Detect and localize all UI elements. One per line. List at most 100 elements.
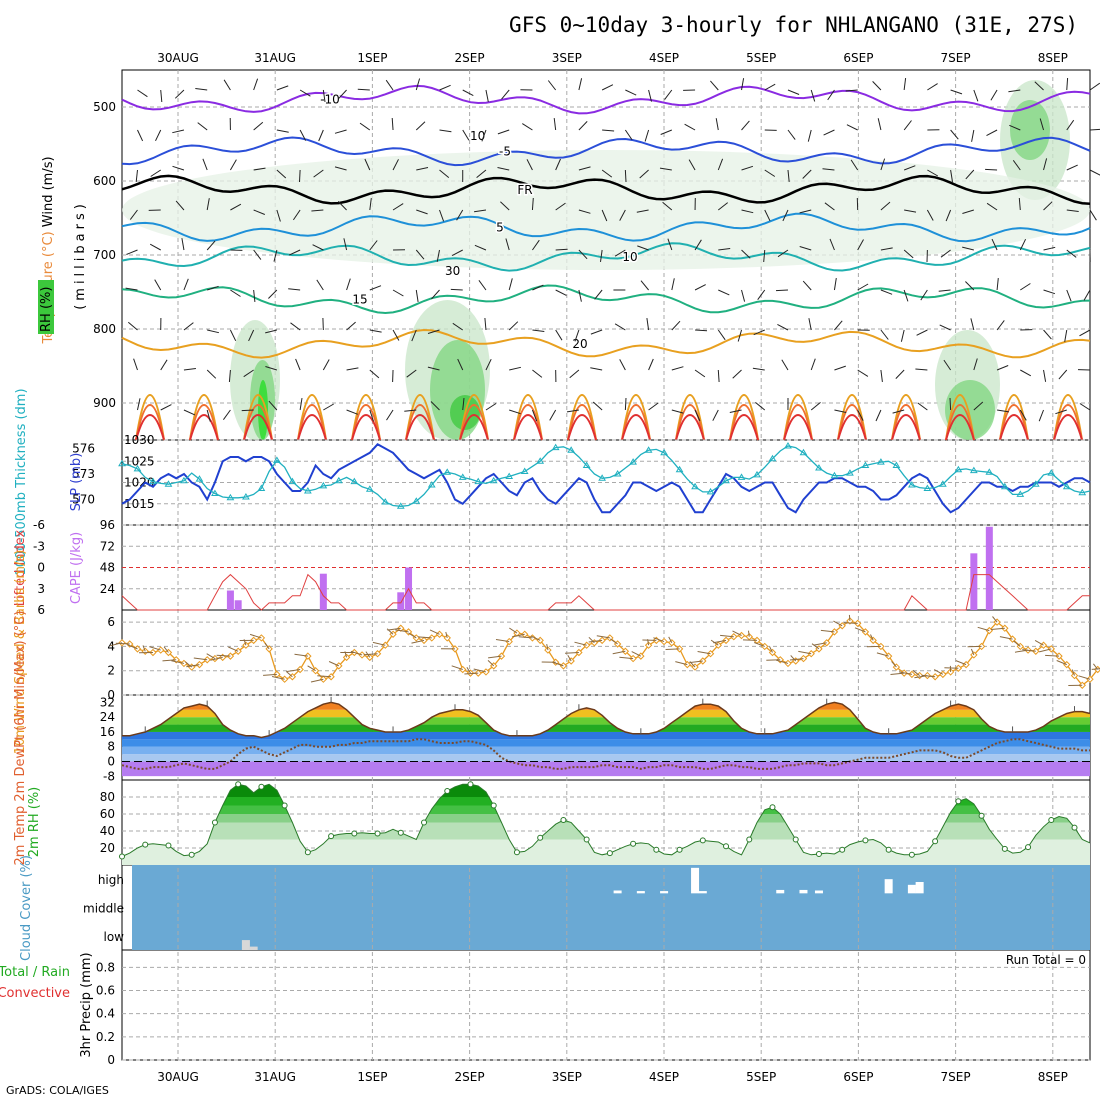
li-tick-label: -3	[33, 539, 45, 553]
warm-contour	[459, 404, 489, 441]
temperature-contour	[121, 242, 1091, 272]
wind-barb	[526, 159, 533, 171]
thickness-marker	[938, 480, 947, 487]
precip-tick-label: 0.4	[96, 1007, 115, 1021]
temp-tick-label: 32	[100, 695, 115, 709]
rh-marker	[560, 816, 567, 823]
surface-wind-barb	[372, 641, 386, 646]
wind-barb	[149, 243, 161, 251]
rh-marker	[606, 850, 613, 857]
wind-barb	[337, 201, 347, 211]
wind-barb	[777, 323, 789, 331]
wind-barb	[717, 369, 720, 383]
cape-axis-label: CAPE (J/kg)	[69, 532, 84, 604]
wind-barb	[639, 169, 649, 179]
wind-barb	[485, 403, 497, 411]
warm-contour	[513, 414, 543, 441]
wind-barb	[1043, 369, 1047, 382]
thickness-marker	[799, 448, 808, 456]
warm-contour	[783, 414, 813, 441]
surface-wind-barb	[193, 657, 208, 661]
wind-barb	[222, 409, 231, 420]
rh-axis-label: 2m RH (%)	[27, 787, 42, 858]
wind-barb	[787, 89, 800, 95]
wind-barb	[781, 359, 789, 371]
wind-barb	[1043, 201, 1053, 211]
wind-barb	[833, 278, 837, 291]
wind-barb	[243, 369, 254, 378]
thickness-tick-label: 576	[72, 442, 95, 456]
wind-barb	[364, 158, 371, 171]
wind-barb	[206, 198, 210, 211]
wind-barb	[737, 329, 743, 342]
wind-barb	[223, 79, 231, 91]
bottom-date-label: 8SEP	[1038, 1070, 1068, 1084]
warm-contour	[999, 414, 1029, 441]
thickness-marker	[629, 458, 637, 465]
wind-barb	[880, 289, 893, 295]
rh-marker	[815, 850, 822, 857]
cloud-bar	[249, 946, 258, 950]
surface-wind-barb	[530, 635, 541, 641]
wind-barb	[323, 403, 334, 411]
surface-wind-barb	[854, 627, 866, 633]
cloud-bar	[660, 891, 669, 894]
precip-tick-label: 0	[107, 1053, 115, 1067]
wind-barb	[137, 89, 148, 98]
wind-barb	[694, 284, 706, 291]
cape-bar	[970, 553, 978, 610]
wind-barb	[619, 209, 626, 221]
thickness-marker	[149, 477, 157, 485]
wind-barb	[509, 409, 521, 415]
temp-color-band	[122, 739, 1090, 747]
surface-wind-barb	[564, 652, 579, 654]
warm-contour	[675, 414, 705, 441]
wind-barb	[288, 249, 301, 256]
temp-color-band	[122, 754, 1090, 762]
wind-barb	[741, 209, 754, 214]
temp-tick-label: 24	[100, 710, 115, 724]
wind-barb	[648, 89, 652, 102]
wind-barb	[962, 209, 974, 214]
rh-marker	[328, 833, 335, 840]
wind-speed-marker	[203, 656, 211, 664]
wind-barb	[834, 365, 846, 371]
warm-contour	[621, 404, 651, 441]
temperature-line	[122, 701, 1091, 739]
wind-barb	[359, 122, 371, 131]
thickness-marker	[660, 448, 668, 456]
warm-contour	[999, 404, 1029, 441]
wind-barb	[741, 120, 750, 131]
wind-barb	[202, 158, 208, 171]
warm-contour	[135, 404, 165, 441]
surface-wind-barb	[732, 630, 742, 636]
wind-barb	[555, 289, 567, 296]
bottom-date-label: 31AUG	[254, 1070, 296, 1084]
rh-marker	[792, 836, 799, 843]
thickness-marker	[954, 465, 963, 473]
credit-text: GrADS: COLA/IGES	[6, 1084, 109, 1097]
contour-label: FR	[517, 183, 532, 197]
wind-barb	[636, 209, 649, 213]
rh-marker	[165, 842, 172, 849]
wind-barb	[715, 118, 719, 131]
wind-barb	[276, 209, 281, 222]
wind-label: Wind (m/s)	[41, 156, 56, 227]
rh-tick-label: 40	[100, 824, 115, 838]
wind-barb	[646, 318, 650, 331]
wind-barb	[1064, 329, 1068, 342]
wind-barb	[265, 366, 278, 371]
thickness-marker	[505, 472, 514, 480]
thickness-marker	[381, 498, 390, 505]
wind-barb	[155, 129, 162, 142]
wind-barb	[501, 89, 510, 100]
wind-speed-marker	[675, 645, 684, 653]
top-date-label: 5SEP	[746, 51, 776, 65]
surface-wind-barb	[216, 654, 231, 657]
wind-barb	[939, 324, 951, 331]
rh-marker	[258, 783, 265, 790]
surface-wind-barb	[451, 665, 463, 670]
wind-barb	[594, 289, 603, 300]
rh-shading	[122, 150, 1090, 270]
